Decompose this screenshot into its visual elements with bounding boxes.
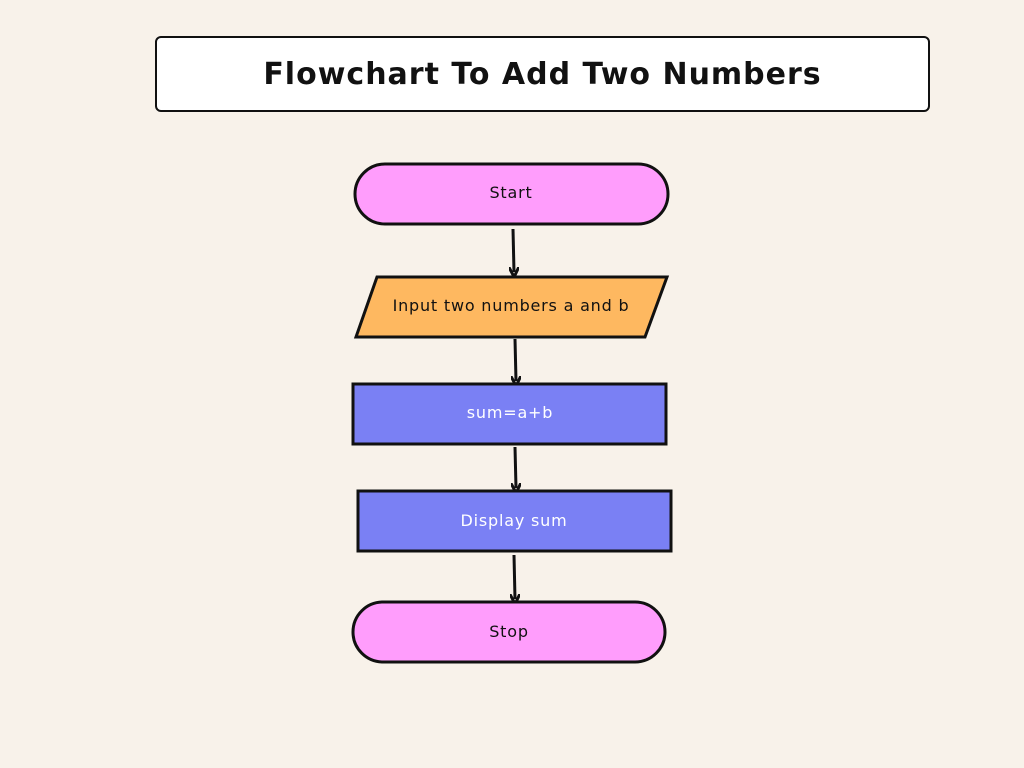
page-title: Flowchart To Add Two Numbers [263, 56, 822, 92]
input-shape [353, 275, 670, 339]
display-shape [356, 489, 673, 553]
start-node: Start [353, 162, 670, 226]
arrow-process-to-display [515, 446, 516, 488]
stop-label: Stop [489, 622, 529, 641]
arrow-display-to-stop [514, 554, 515, 599]
process-label: sum=a+b [467, 403, 553, 422]
input-node: Input two numbers a and b [353, 275, 670, 339]
stop-node: Stop [351, 600, 667, 664]
display-node: Display sum [356, 489, 673, 553]
start-label: Start [489, 183, 532, 202]
process-node: sum=a+b [351, 382, 668, 446]
stop-shape [351, 600, 667, 664]
start-shape [353, 162, 670, 226]
arrow-input-to-process [515, 338, 516, 381]
display-label: Display sum [461, 511, 568, 530]
process-shape [351, 382, 668, 446]
arrow-start-to-input [513, 228, 514, 272]
input-label: Input two numbers a and b [393, 296, 630, 315]
title-box: Flowchart To Add Two Numbers [155, 36, 930, 112]
